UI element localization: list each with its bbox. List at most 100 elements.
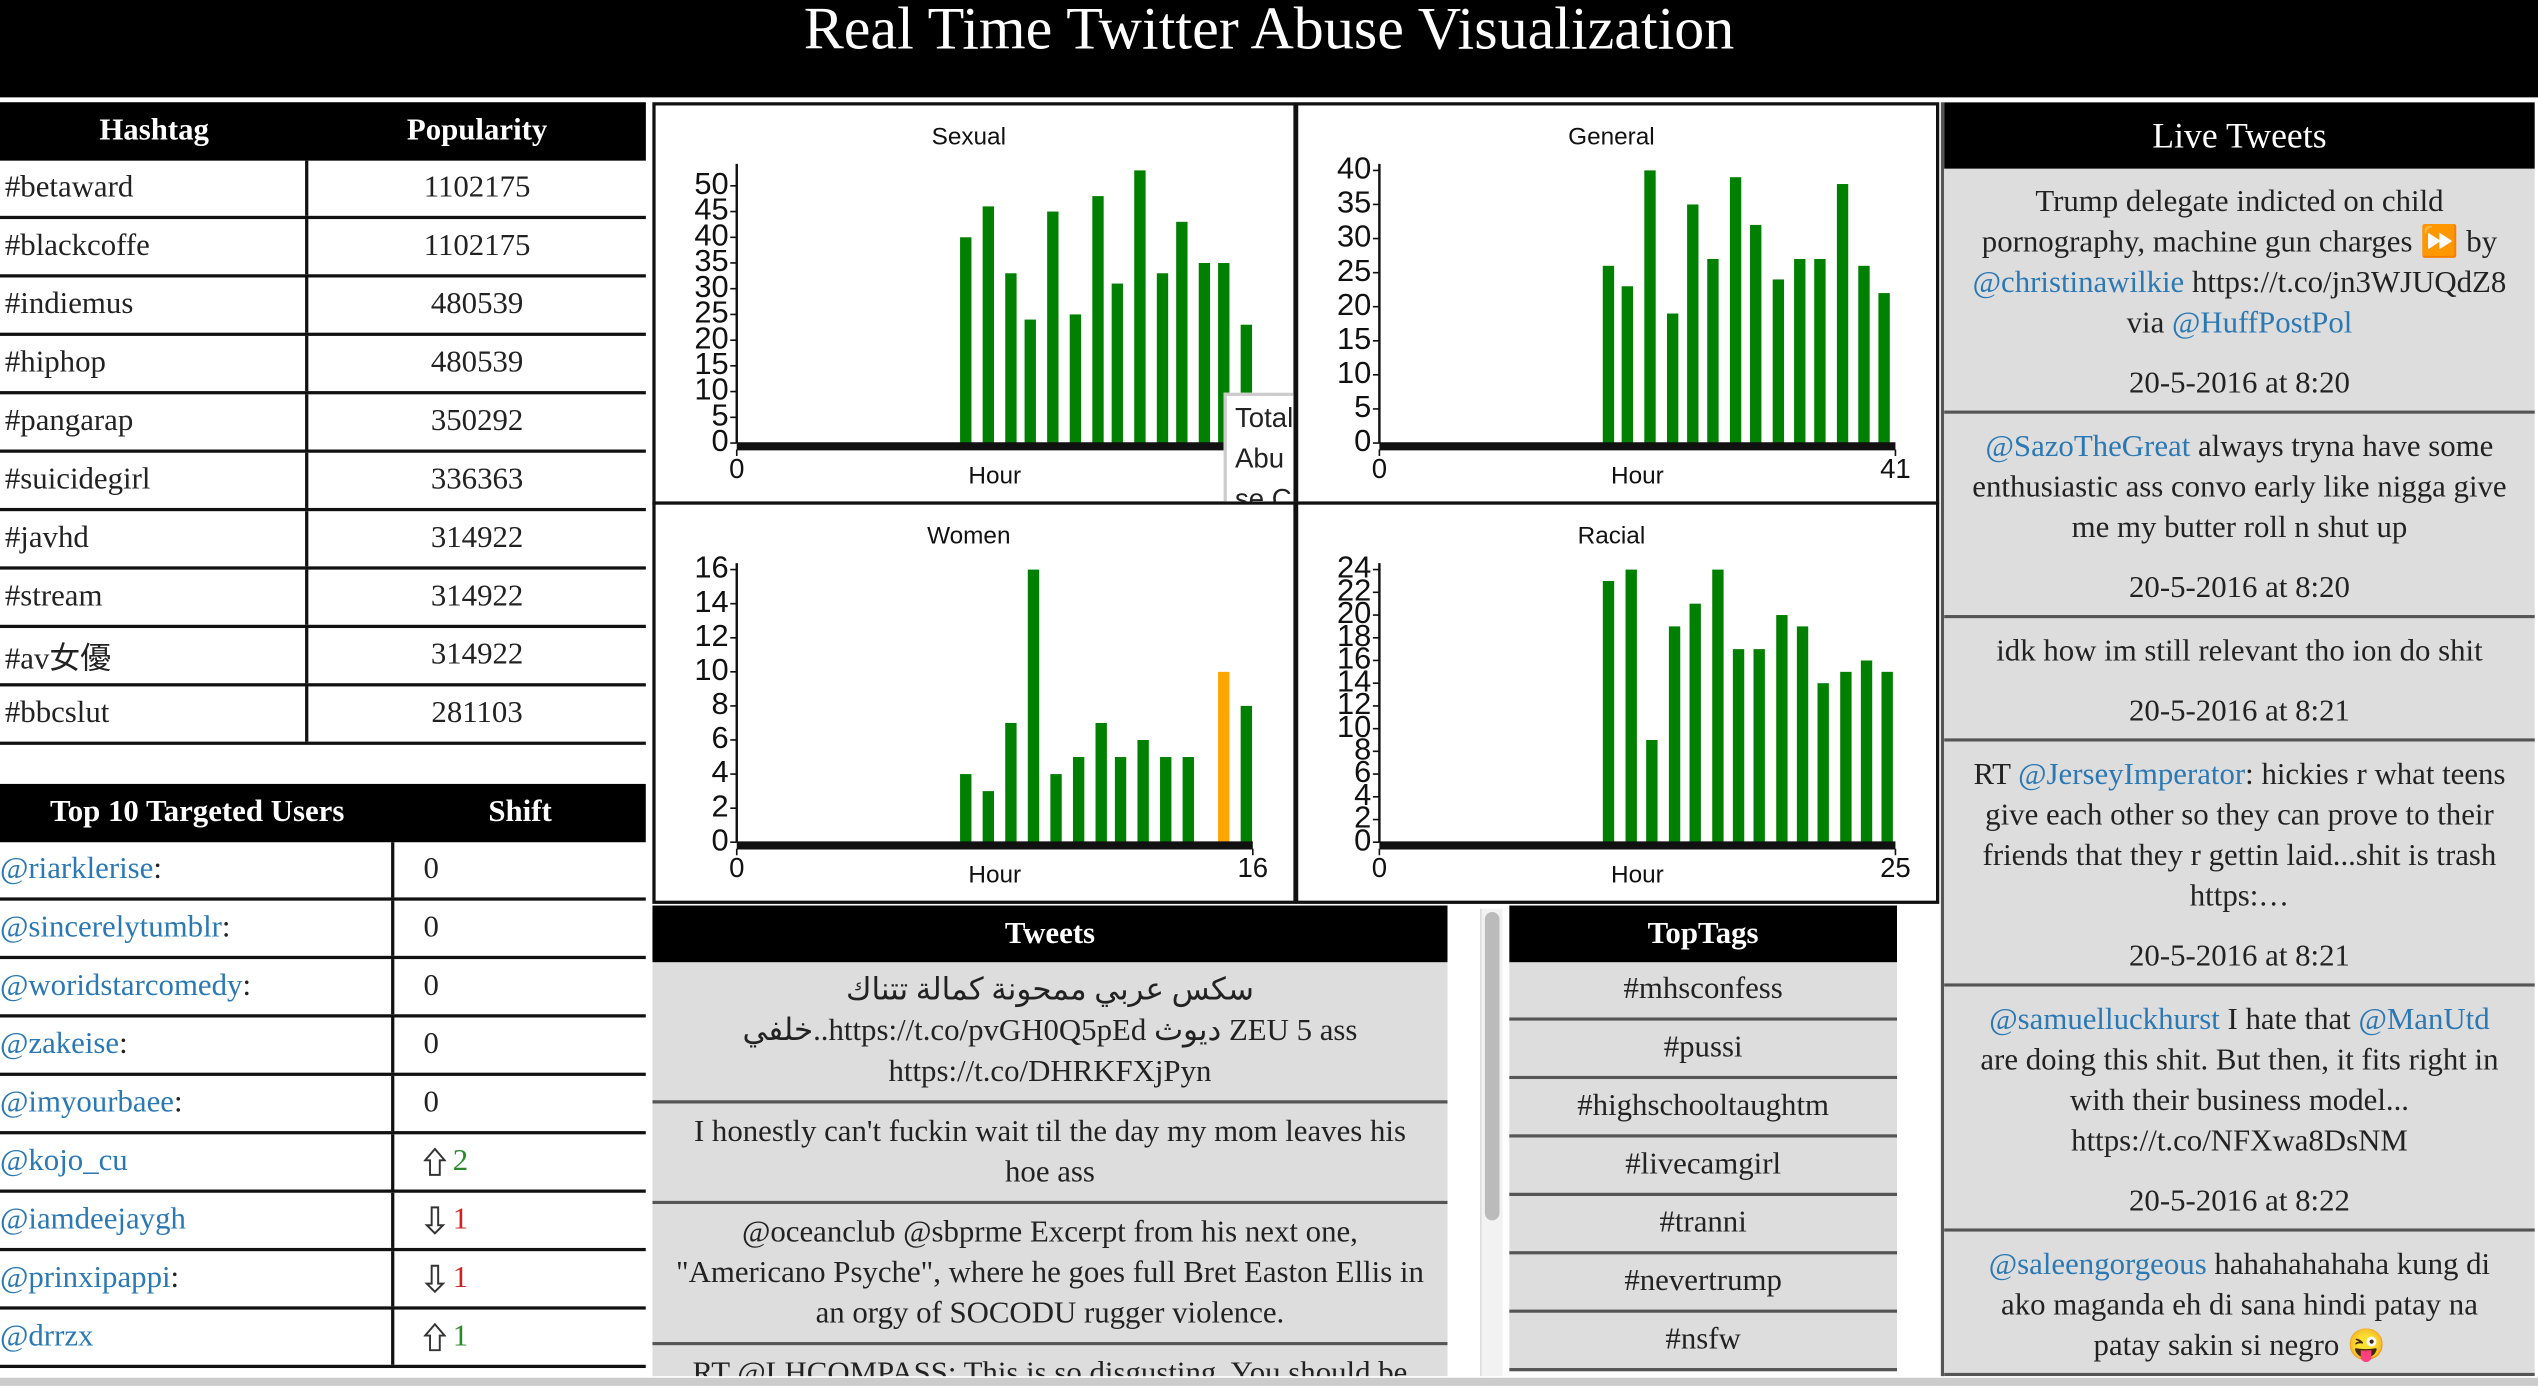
bar xyxy=(1621,286,1634,444)
user-link[interactable]: @drrzx xyxy=(0,1319,94,1354)
top-tag: #nsfw xyxy=(1509,1312,1898,1372)
tweet-text: : hickies r what teens give each other s… xyxy=(1982,757,2506,914)
user-cell: @woridstarcomedy: xyxy=(0,959,395,1015)
tweet-time: 20-5-2016 at 8:20 xyxy=(2128,571,2350,606)
bar xyxy=(1732,649,1745,843)
hashtag: #av女優 xyxy=(0,628,309,684)
x-tick-label: 0 xyxy=(729,453,744,484)
table-row: @prinxipappi: 1 xyxy=(0,1251,646,1310)
x-axis-label: Hour xyxy=(968,463,1021,490)
shift-value: 2 xyxy=(452,1144,469,1179)
user-link[interactable]: @zakeise xyxy=(0,1027,120,1062)
bar xyxy=(1794,258,1806,444)
bar xyxy=(1024,319,1036,444)
table-row: #indiemus 480539 xyxy=(0,277,646,336)
bar xyxy=(960,774,972,843)
y-tick-label: 18 xyxy=(1337,618,1371,653)
user-cell: @sincerelytumblr: xyxy=(0,900,395,956)
tweet-time: 20-5-2016 at 8:21 xyxy=(2128,939,2350,974)
shift-cell: 1 xyxy=(394,1251,646,1306)
x-tick-label: 0 xyxy=(1372,852,1387,883)
bar xyxy=(1240,705,1253,843)
live-tweet-text: @SazoTheGreat always tryna have some ent… xyxy=(1967,427,2512,549)
live-tweet: @samuelluckhurst I hate that @ManUtd are… xyxy=(1944,986,2535,1232)
popularity: 1102175 xyxy=(423,228,531,263)
y-tick-label: 5 xyxy=(1354,389,1371,424)
table-row: @imyourbaee: 0 xyxy=(0,1075,646,1135)
user-suffix: : xyxy=(173,1085,183,1120)
y-tick-label: 10 xyxy=(694,372,728,407)
x-tick-label: 41 xyxy=(1880,453,1911,484)
table-row: @sincerelytumblr: 0 xyxy=(0,900,646,960)
top-tag: #mhsconfess xyxy=(1509,962,1898,1021)
users-table: Top 10 Targeted Users Shift @riarklerise: 0… xyxy=(0,783,646,1373)
shift-value: 0 xyxy=(423,1085,439,1120)
y-tick-label: 20 xyxy=(694,320,728,355)
table-row: @kojo_cu 2 xyxy=(0,1134,646,1193)
shift-value: 1 xyxy=(452,1319,469,1354)
chart-panel: Women 0 2 4 6 8 10 12 14 16 0 16 Hour xyxy=(652,501,1297,904)
table-row: #pangarap 350292 xyxy=(0,394,646,453)
mention-link[interactable]: @HuffPostPol xyxy=(2171,306,2353,341)
bar xyxy=(1240,324,1253,444)
tweet-time: 20-5-2016 at 8:21 xyxy=(2128,694,2350,729)
user-link[interactable]: @imyourbaee xyxy=(0,1085,174,1120)
popularity: 314922 xyxy=(430,579,524,614)
mention-link[interactable]: @samuelluckhurst xyxy=(1989,1002,2220,1037)
user-link[interactable]: @sincerelytumblr xyxy=(0,910,222,945)
y-tick-label: 24 xyxy=(1337,550,1371,585)
table-row: @riarklerise: 0 xyxy=(0,842,646,901)
column-header: Popularity xyxy=(406,113,548,148)
tweet-text: idk how im still relevant tho ion do shi… xyxy=(1996,634,2483,669)
y-tick-label: 14 xyxy=(694,584,728,619)
bar xyxy=(1668,626,1681,843)
chart-title: Women xyxy=(927,523,1010,550)
arrow-shape xyxy=(423,1322,447,1352)
shift-cell: 1 xyxy=(394,1193,646,1248)
panel-header: TopTags xyxy=(1509,905,1898,963)
mention-link[interactable]: @JerseyImperator xyxy=(2018,757,2246,792)
y-tick-label: 16 xyxy=(1337,641,1371,676)
mention-link[interactable]: @saleengorgeous xyxy=(1988,1247,2207,1283)
user-link[interactable]: @iamdeejaygh xyxy=(0,1202,186,1237)
hashtag: #indiemus xyxy=(0,277,309,333)
trend-arrow xyxy=(424,1206,446,1235)
scrollbar-thumb[interactable] xyxy=(1484,912,1500,1221)
x-tick-label: 16 xyxy=(1237,852,1268,883)
mention-link[interactable]: @SazoTheGreat xyxy=(1985,430,2191,465)
bar xyxy=(1134,170,1146,444)
bar xyxy=(1858,265,1870,444)
bar xyxy=(1772,279,1785,444)
bar xyxy=(1602,265,1615,444)
column-header: Hashtag xyxy=(99,113,209,148)
bar xyxy=(1111,283,1124,444)
mention-link[interactable]: @ManUtd xyxy=(2358,1002,2490,1037)
user-link[interactable]: @kojo_cu xyxy=(0,1144,128,1179)
top-tag: #nevertrump xyxy=(1509,1254,1898,1313)
user-link[interactable]: @prinxipappi xyxy=(0,1260,171,1295)
mention-link[interactable]: @christinawilkie xyxy=(1972,266,2185,301)
table-row: #suicidegirl 336363 xyxy=(0,452,646,512)
popularity: 281103 xyxy=(431,696,523,731)
bar xyxy=(982,206,995,444)
tweet-text: https://t.co/jn3WJUQdZ8 via xyxy=(2126,266,2507,341)
live-tweet-text: RT @JerseyImperator: hickies r what teen… xyxy=(1967,755,2512,917)
live-tweet: @saleengorgeous hahahahahaha kung di ako… xyxy=(1944,1231,2535,1377)
table-row: @woridstarcomedy: 0 xyxy=(0,959,646,1018)
bar xyxy=(1092,196,1104,444)
bar xyxy=(1160,757,1172,843)
tweet: سكس عربي ممحونة كمالة تتناك خلفي..https:… xyxy=(652,962,1448,1104)
toptags-panel: TopTags #mhsconfess #pussi #highschooltaugh… xyxy=(1509,905,1898,1377)
live-tweet-text: Trump delegate indicted on child pornogr… xyxy=(1967,182,2512,344)
user-link[interactable]: @riarklerise xyxy=(0,851,154,887)
user-link[interactable]: @woridstarcomedy xyxy=(0,968,243,1003)
shift-cell: 0 xyxy=(394,1017,646,1072)
bar xyxy=(1625,569,1637,843)
top-tag: #pussi xyxy=(1509,1020,1898,1080)
y-tick-label: 45 xyxy=(694,192,728,227)
y-tick-label: 0 xyxy=(711,423,728,458)
bar xyxy=(1646,739,1658,843)
y-tick-label: 8 xyxy=(711,686,728,721)
